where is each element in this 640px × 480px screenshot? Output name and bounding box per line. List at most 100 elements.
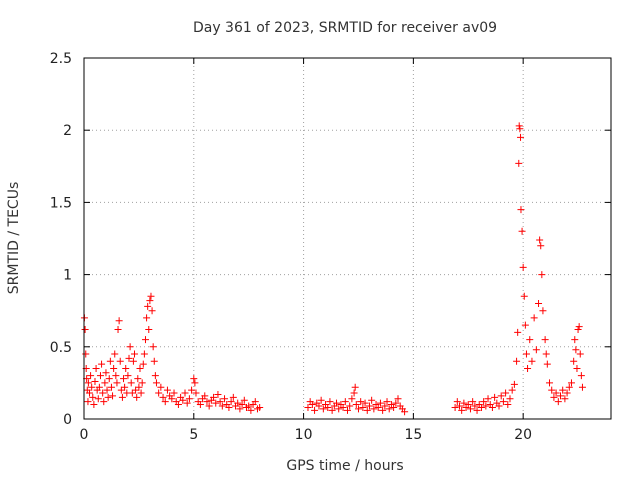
data-point	[556, 392, 564, 400]
data-point	[84, 398, 92, 406]
data-point	[238, 401, 246, 409]
data-point	[346, 402, 354, 410]
data-point	[126, 343, 134, 351]
data-point	[361, 399, 369, 407]
data-point	[508, 386, 516, 394]
data-point	[111, 350, 119, 358]
data-point	[81, 325, 89, 333]
data-point	[515, 122, 523, 130]
data-point	[484, 395, 492, 403]
data-point	[110, 364, 118, 372]
data-point	[135, 383, 143, 391]
data-point	[168, 395, 176, 403]
data-point	[308, 401, 316, 409]
data-point	[513, 357, 521, 365]
data-point	[170, 389, 178, 397]
plot-frame	[83, 57, 612, 420]
data-point	[141, 336, 149, 344]
data-point	[528, 357, 536, 365]
data-point	[150, 357, 158, 365]
data-point	[352, 401, 360, 409]
data-point	[256, 403, 264, 411]
data-point	[473, 406, 481, 414]
data-point	[374, 403, 382, 411]
data-point	[572, 346, 580, 354]
x-tick-label: 15	[404, 427, 422, 443]
data-point	[214, 390, 222, 398]
data-point	[368, 396, 376, 404]
data-point	[139, 360, 147, 368]
data-point	[109, 392, 117, 400]
data-point	[216, 398, 224, 406]
data-point	[326, 398, 334, 406]
data-point	[394, 395, 402, 403]
data-point	[91, 377, 99, 385]
data-point	[571, 336, 579, 344]
y-tick-label: 0	[63, 412, 72, 428]
x-tick-label: 20	[514, 427, 532, 443]
data-point	[181, 389, 189, 397]
data-point	[191, 379, 199, 387]
data-point	[196, 401, 204, 409]
data-point	[577, 372, 585, 380]
data-point	[357, 398, 365, 406]
data-point	[140, 350, 148, 358]
data-point	[517, 133, 525, 141]
data-point	[155, 389, 163, 397]
data-point	[88, 383, 96, 391]
data-point	[304, 403, 312, 411]
data-point	[480, 398, 488, 406]
data-point	[390, 403, 398, 411]
data-point	[552, 389, 560, 397]
data-point	[149, 343, 157, 351]
data-point	[190, 375, 198, 383]
data-point	[114, 325, 122, 333]
data-point	[104, 393, 112, 401]
y-axis-label: SRMTID / TECUs	[6, 182, 22, 295]
data-point	[152, 379, 160, 387]
y-tick-label: 0.5	[50, 340, 72, 356]
data-point	[205, 402, 213, 410]
data-point	[561, 395, 569, 403]
data-point	[539, 307, 547, 315]
data-point	[559, 386, 567, 394]
data-point	[383, 398, 391, 406]
data-point	[535, 299, 543, 307]
data-point	[333, 399, 341, 407]
data-point	[94, 395, 102, 403]
data-point	[543, 360, 551, 368]
data-point	[499, 398, 507, 406]
data-point	[315, 402, 323, 410]
data-point	[550, 393, 558, 401]
y-tick-label: 2.5	[50, 51, 72, 67]
data-point	[138, 379, 146, 387]
data-point	[116, 357, 124, 365]
data-point	[143, 314, 151, 322]
x-tick-label: 5	[189, 427, 198, 443]
data-point	[532, 346, 540, 354]
data-point	[517, 206, 525, 214]
data-point	[84, 379, 92, 387]
x-tick-label: 0	[80, 427, 89, 443]
data-point	[328, 406, 336, 414]
grid-lines	[84, 58, 611, 419]
data-point	[376, 399, 384, 407]
data-point	[344, 406, 351, 414]
data-point	[526, 336, 534, 344]
data-point	[385, 405, 393, 413]
data-point	[401, 408, 409, 416]
data-point	[575, 323, 583, 331]
data-point	[183, 399, 191, 407]
data-point	[538, 271, 546, 279]
data-point	[546, 379, 554, 387]
data-point	[128, 389, 136, 397]
data-point	[469, 398, 477, 406]
data-point	[515, 159, 523, 167]
chart-title: Day 361 of 2023, SRMTID for receiver av0…	[193, 20, 497, 36]
data-point	[96, 372, 104, 380]
data-point	[519, 263, 527, 271]
data-point	[174, 401, 182, 409]
data-point	[354, 405, 362, 413]
data-point	[453, 398, 461, 406]
data-point	[103, 386, 111, 394]
